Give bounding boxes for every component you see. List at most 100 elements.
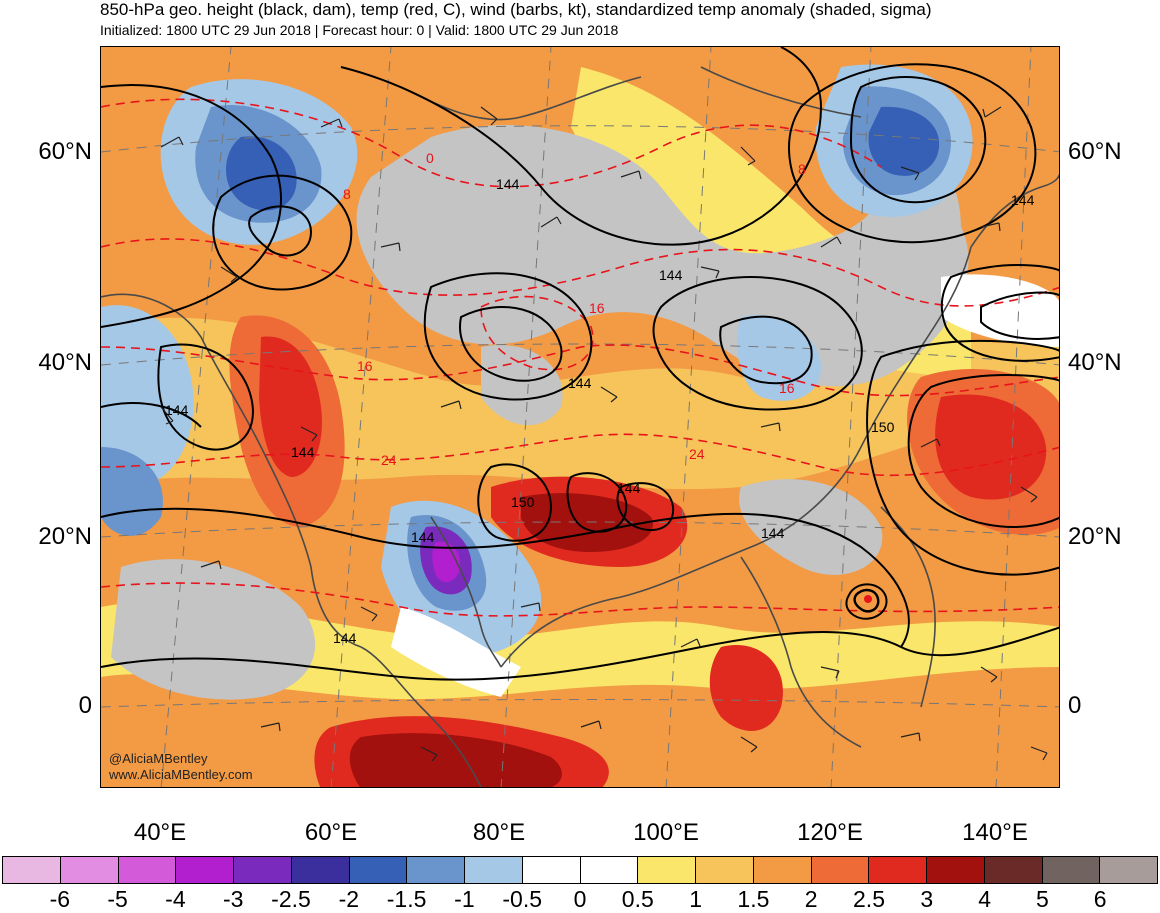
colorbar-swatch <box>3 857 61 883</box>
height-contour-label: 144 <box>411 529 435 545</box>
colorbar-swatch <box>638 857 696 883</box>
storm-center-marker <box>864 595 872 603</box>
lat-label-right: 0 <box>1068 692 1082 719</box>
colorbar-swatch <box>1042 857 1101 883</box>
temp-contour-label: 8 <box>798 161 806 177</box>
colorbar-swatch <box>176 857 234 883</box>
map-panel: 144 144 144 144 144 144 144 150 150 144 … <box>100 46 1060 788</box>
colorbar-swatch <box>869 857 927 883</box>
lon-label: 140°E <box>962 819 1028 846</box>
wind-barbs <box>160 106 1048 762</box>
colorbar-tick-label: 2 <box>804 886 818 912</box>
colorbar-tick-label: 4 <box>978 886 991 912</box>
anomaly-region <box>935 394 1047 500</box>
colorbar-swatch <box>234 857 292 883</box>
lat-label-right: 40°N <box>1068 349 1122 376</box>
graticule <box>101 47 1059 787</box>
colorbar-swatch <box>984 857 1043 883</box>
temp-label-group: 0 8 8 16 16 16 24 24 <box>343 150 806 468</box>
lat-label-left: 0 <box>78 692 92 719</box>
colorbar-tick-label: -1 <box>454 886 475 912</box>
colorbar-tick-label: -2.5 <box>271 886 311 912</box>
height-contour-label: 144 <box>617 480 641 496</box>
lat-label-right: 60°N <box>1068 138 1122 165</box>
anomaly-region <box>391 607 521 697</box>
anomaly-region <box>868 106 940 176</box>
lon-label: 40°E <box>133 819 187 846</box>
temp-contour-label: 24 <box>689 446 705 462</box>
chart-title: 850-hPa geo. height (black, dam), temp (… <box>100 0 932 19</box>
credit-handle: @AliciaMBentley <box>109 751 208 766</box>
colorbar-swatch <box>580 857 639 883</box>
temp-contour-label: 24 <box>381 452 397 468</box>
colorbar-tick-label: 1.5 <box>737 886 770 912</box>
colorbar-tick-label: 0.5 <box>621 886 654 912</box>
colorbar-swatch <box>465 857 523 883</box>
height-contour-label: 144 <box>333 630 357 646</box>
colorbar <box>2 856 1158 884</box>
colorbar-tick-label: 1 <box>689 886 702 912</box>
colorbar-tick-label: -6 <box>49 886 71 912</box>
lat-label-left: 60°N <box>38 138 92 165</box>
anomaly-region <box>709 645 783 731</box>
lat-label-left: 20°N <box>38 523 92 550</box>
height-contour-label: 144 <box>761 525 785 541</box>
temp-contour-label: 16 <box>357 358 373 374</box>
colorbar-tick-label: 0 <box>573 886 587 912</box>
colorbar-swatch <box>1100 857 1157 883</box>
lon-label: 60°E <box>304 819 358 846</box>
anomaly-region <box>111 559 316 700</box>
height-contour-label: 144 <box>568 375 592 391</box>
temp-contour-label: 0 <box>426 150 434 166</box>
credit-site: www.AliciaMBentley.com <box>109 767 253 782</box>
height-contour-label: 144 <box>1011 192 1035 208</box>
coastlines <box>101 66 1059 787</box>
height-contours <box>101 47 1059 681</box>
lat-label-left: 40°N <box>38 349 92 376</box>
colorbar-swatch <box>118 857 177 883</box>
colorbar-tick-label: 6 <box>1093 886 1107 912</box>
height-label-group: 144 144 144 144 144 144 144 150 150 144 … <box>165 176 1035 646</box>
colorbar-swatch <box>349 857 408 883</box>
map-canvas: 144 144 144 144 144 144 144 150 150 144 … <box>101 47 1059 787</box>
height-contour-label: 144 <box>496 176 520 192</box>
colorbar-tick-label: -3 <box>222 886 244 912</box>
anomaly-region <box>739 479 883 575</box>
anomaly-region <box>226 136 297 211</box>
anomaly-region <box>101 305 194 489</box>
height-contour-label: 144 <box>291 444 315 460</box>
colorbar-swatch <box>291 857 350 883</box>
lon-label: 80°E <box>472 819 526 846</box>
colorbar-tick-label: -1.5 <box>386 886 427 912</box>
colorbar-tick-label: -4 <box>165 886 186 912</box>
lon-label: 120°E <box>797 819 863 846</box>
anomaly-region <box>259 336 322 477</box>
temp-contour-label: 8 <box>343 186 351 202</box>
colorbar-swatch <box>407 857 465 883</box>
lon-label: 100°E <box>633 819 699 846</box>
anomaly-region <box>432 541 461 583</box>
colorbar-swatch <box>753 857 812 883</box>
anomaly-region <box>349 733 562 787</box>
anomaly-region <box>481 345 563 426</box>
colorbar-tick-label: -0.5 <box>502 886 543 912</box>
colorbar-tick-label: -5 <box>107 886 128 912</box>
colorbar-tick-label: 3 <box>920 886 934 912</box>
colorbar-swatch <box>811 857 870 883</box>
lat-label-right: 20°N <box>1068 523 1122 550</box>
colorbar-tick-label: 2.5 <box>853 886 885 912</box>
colorbar-tick-label: -2 <box>338 886 360 912</box>
height-contour-label: 150 <box>511 494 535 510</box>
anomaly-region <box>737 315 821 401</box>
colorbar-swatch <box>927 857 985 883</box>
colorbar-swatch <box>696 857 754 883</box>
height-contour-label: 144 <box>165 402 189 418</box>
chart-subtitle: Initialized: 1800 UTC 29 Jun 2018 | Fore… <box>100 22 619 38</box>
temp-contour-label: 16 <box>589 300 605 316</box>
colorbar-tick-label: 5 <box>1035 886 1049 912</box>
height-contour-label: 150 <box>871 419 895 435</box>
anomaly-region <box>521 493 653 552</box>
colorbar-swatch <box>60 857 119 883</box>
temp-contour-label: 16 <box>779 380 795 396</box>
height-contour-label: 144 <box>659 267 683 283</box>
